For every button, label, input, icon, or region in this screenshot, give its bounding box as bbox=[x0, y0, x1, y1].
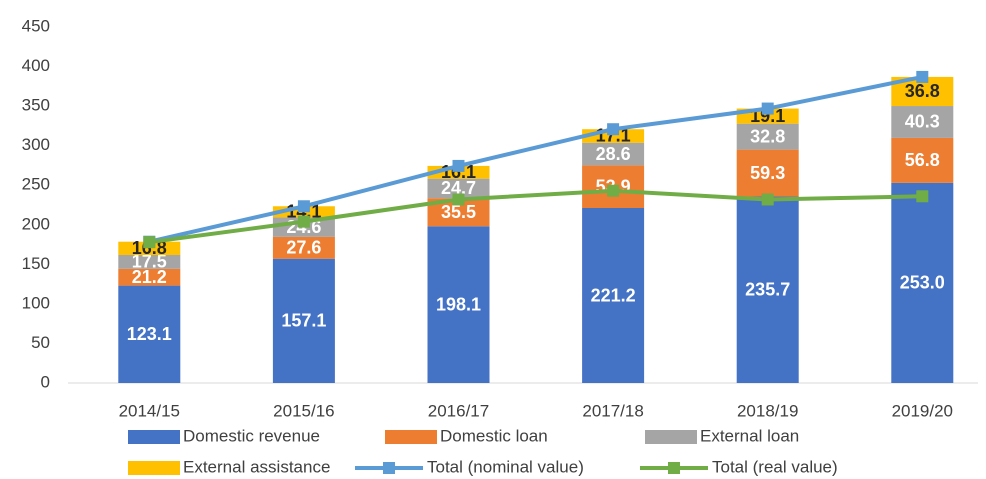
x-tick-label: 2018/19 bbox=[737, 401, 798, 420]
data-label: 221.2 bbox=[591, 285, 636, 305]
line-marker bbox=[452, 193, 465, 206]
y-tick-label: 300 bbox=[22, 135, 50, 154]
legend-label: Total (real value) bbox=[712, 457, 838, 476]
bar-segment bbox=[582, 208, 645, 383]
legend-marker bbox=[668, 462, 680, 474]
bar-segment bbox=[736, 123, 799, 150]
legend-label: Total (nominal value) bbox=[427, 457, 584, 476]
legend-swatch bbox=[128, 430, 180, 444]
legend-label: External assistance bbox=[183, 457, 330, 476]
legend-swatch bbox=[385, 430, 437, 444]
line-marker bbox=[607, 123, 620, 136]
data-label: 157.1 bbox=[281, 311, 326, 331]
data-label: 17.5 bbox=[132, 252, 167, 272]
line-marker bbox=[452, 159, 465, 172]
data-label: 235.7 bbox=[745, 280, 790, 300]
line-marker bbox=[916, 190, 929, 203]
data-label: 36.8 bbox=[905, 81, 940, 101]
legend-label: Domestic loan bbox=[440, 426, 548, 445]
line-marker bbox=[916, 70, 929, 83]
data-label: 24.7 bbox=[441, 178, 476, 198]
x-tick-label: 2016/17 bbox=[428, 401, 489, 420]
line-marker bbox=[297, 215, 310, 228]
line-marker bbox=[761, 102, 774, 115]
bar-segment bbox=[427, 178, 490, 199]
bar-segment bbox=[118, 268, 181, 286]
legend-label: Domestic revenue bbox=[183, 426, 320, 445]
legend-swatch bbox=[128, 461, 180, 475]
bar-segment bbox=[427, 226, 490, 383]
line-marker bbox=[607, 184, 620, 197]
data-label: 21.2 bbox=[132, 267, 167, 287]
bar-segment bbox=[736, 149, 799, 197]
bar-segment bbox=[891, 182, 954, 383]
line-marker bbox=[761, 193, 774, 206]
y-tick-label: 100 bbox=[22, 293, 50, 312]
data-label: 123.1 bbox=[127, 324, 172, 344]
y-tick-label: 450 bbox=[22, 16, 50, 35]
y-tick-label: 250 bbox=[22, 175, 50, 194]
y-tick-label: 350 bbox=[22, 96, 50, 115]
data-label: 56.8 bbox=[905, 150, 940, 170]
y-tick-label: 50 bbox=[31, 333, 50, 352]
y-tick-label: 400 bbox=[22, 56, 50, 75]
bar-segment bbox=[118, 241, 181, 255]
y-tick-label: 0 bbox=[41, 372, 50, 391]
data-label: 28.6 bbox=[596, 144, 631, 164]
bar-segment bbox=[891, 106, 954, 138]
data-label: 40.3 bbox=[905, 112, 940, 132]
data-label: 32.8 bbox=[750, 126, 785, 146]
x-tick-label: 2015/16 bbox=[273, 401, 334, 420]
y-tick-label: 150 bbox=[22, 254, 50, 273]
legend-label: External loan bbox=[700, 426, 799, 445]
legend-marker bbox=[383, 462, 395, 474]
x-tick-label: 2014/15 bbox=[119, 401, 180, 420]
line-marker bbox=[143, 236, 156, 249]
data-label: 59.3 bbox=[750, 163, 785, 183]
bar-segment bbox=[582, 142, 645, 166]
x-tick-label: 2019/20 bbox=[892, 401, 953, 420]
data-label: 35.5 bbox=[441, 202, 476, 222]
line bbox=[148, 74, 923, 244]
bar-segment bbox=[118, 254, 181, 269]
data-label: 27.6 bbox=[286, 238, 321, 258]
x-tick-label: 2017/18 bbox=[582, 401, 643, 420]
bar-segment bbox=[272, 258, 335, 383]
line-marker bbox=[297, 200, 310, 213]
data-label: 198.1 bbox=[436, 294, 481, 314]
legend-swatch bbox=[645, 430, 697, 444]
bar-segment bbox=[736, 196, 799, 383]
bar-segment bbox=[891, 137, 954, 183]
bar-segment bbox=[118, 285, 181, 383]
data-label: 253.0 bbox=[900, 273, 945, 293]
bar-segment bbox=[272, 236, 335, 259]
y-tick-label: 200 bbox=[22, 214, 50, 233]
line bbox=[149, 188, 923, 245]
